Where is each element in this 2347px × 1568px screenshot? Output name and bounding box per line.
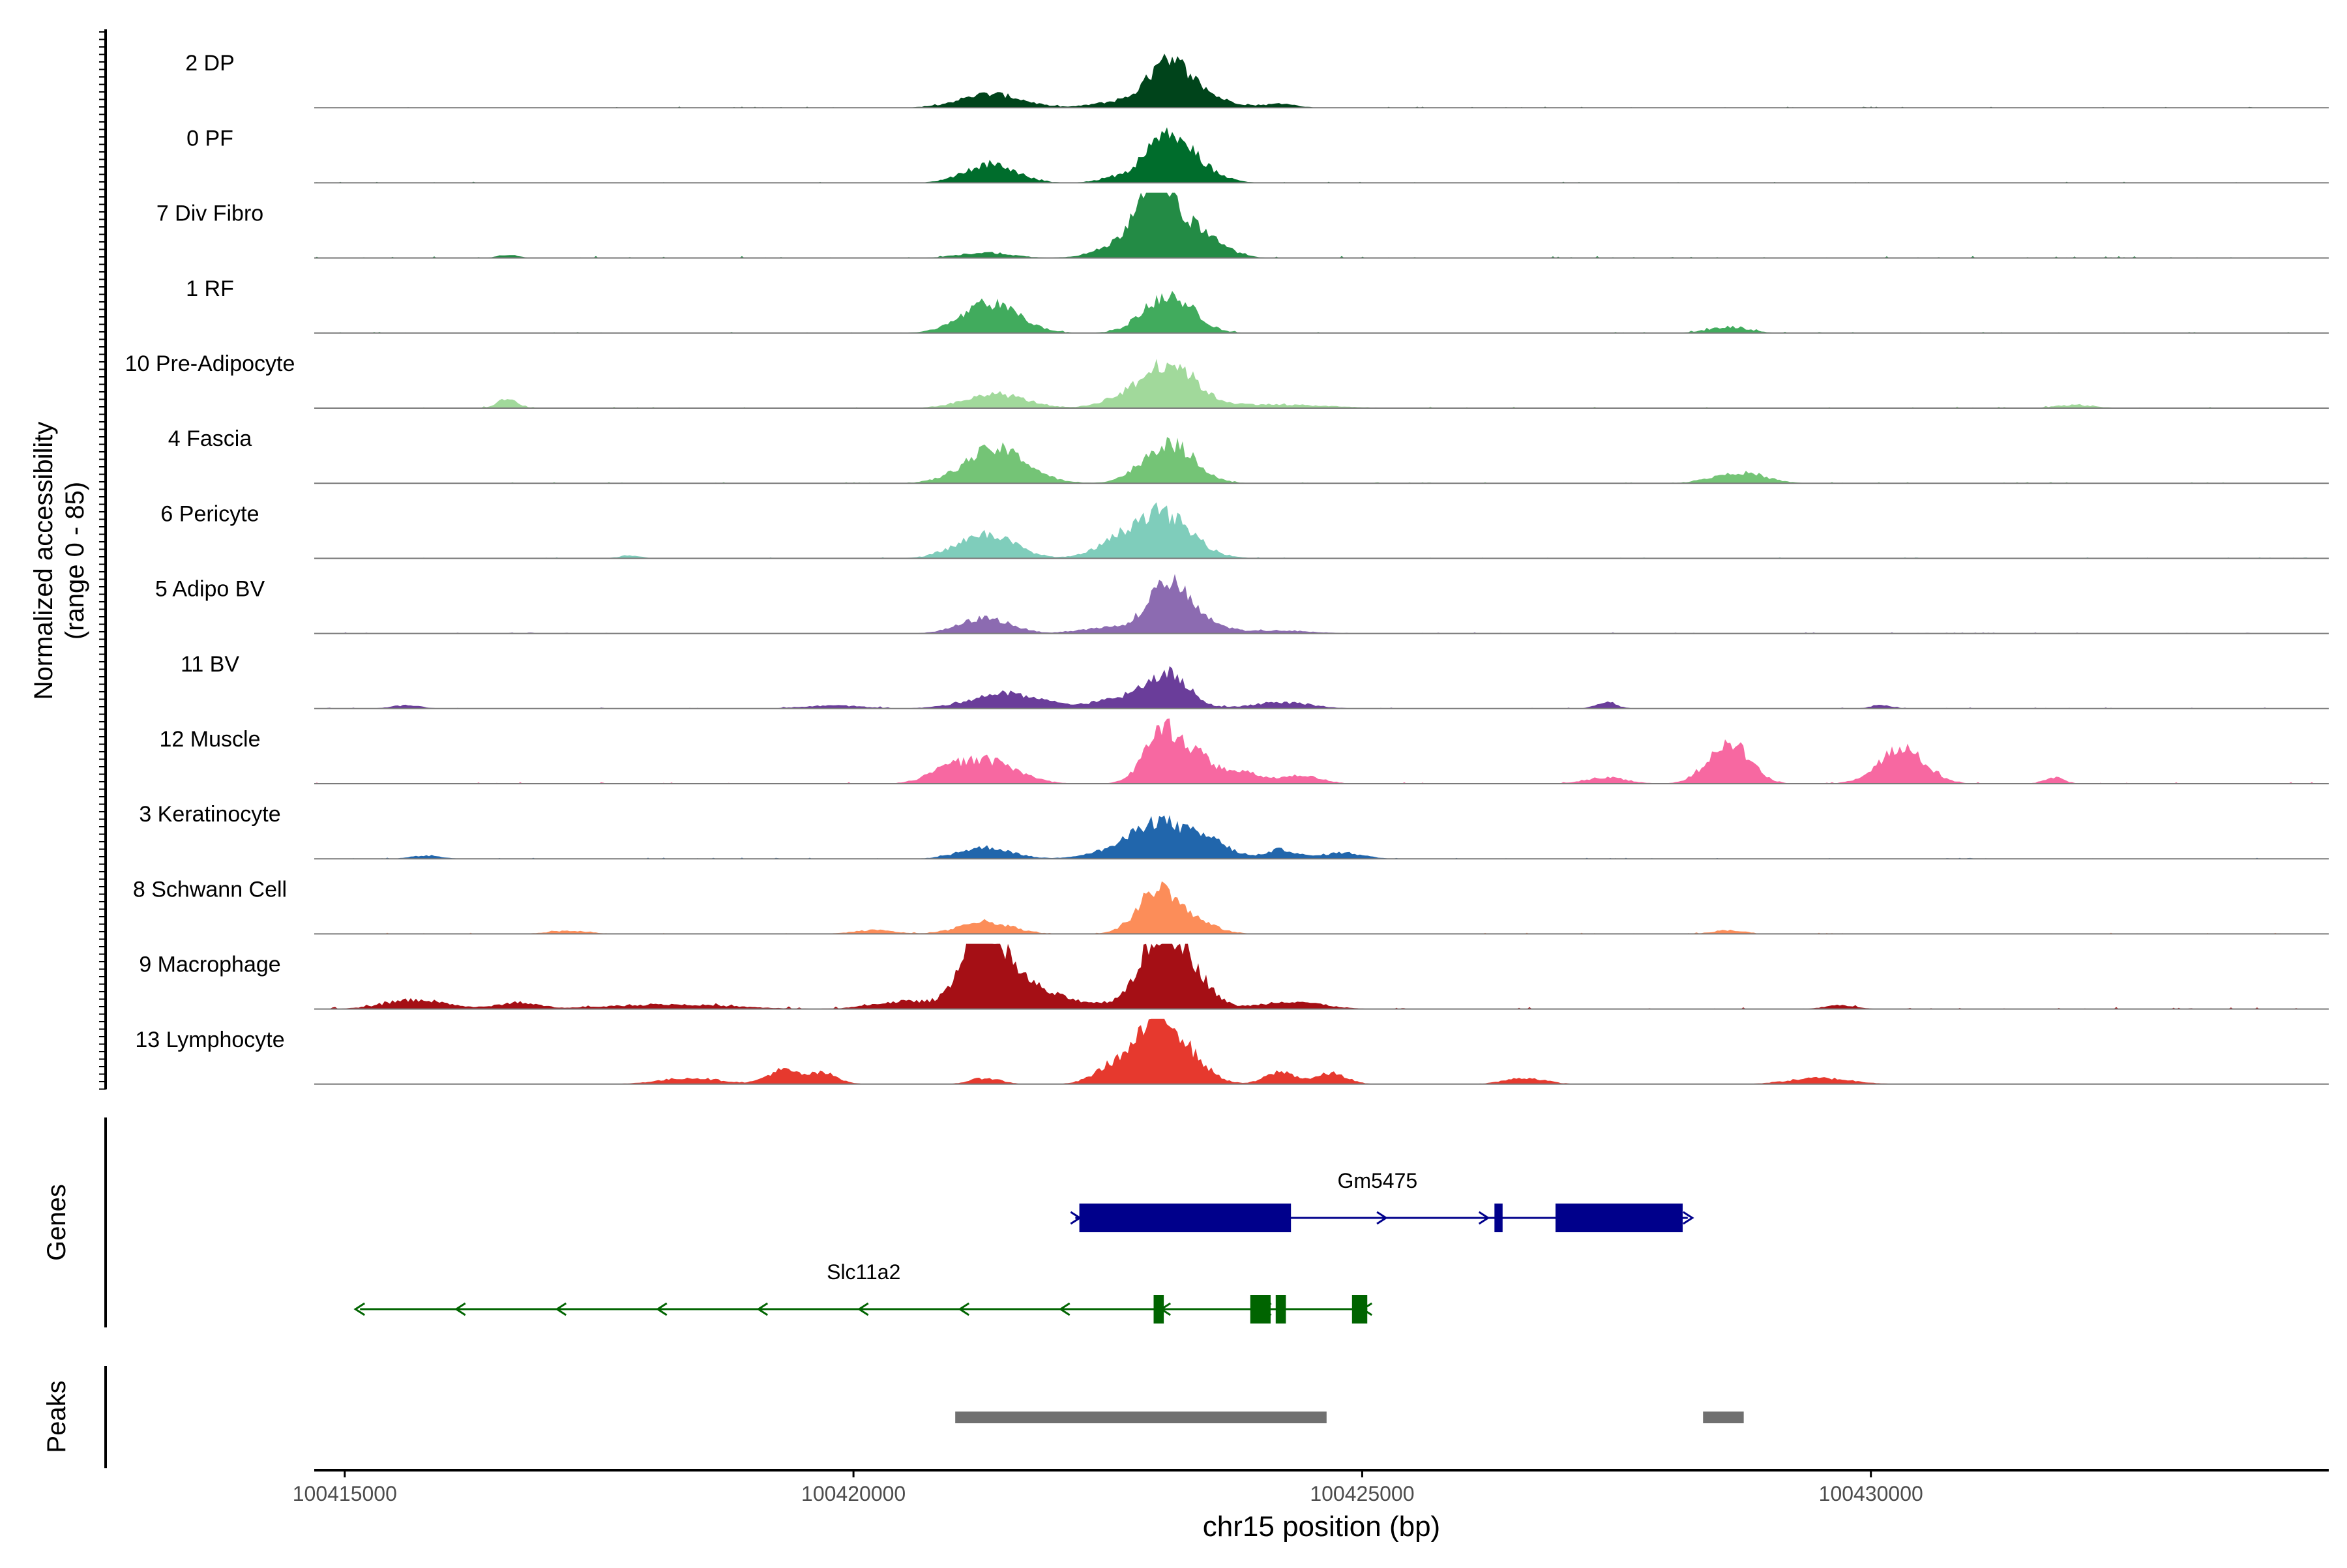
coverage-area <box>314 291 2329 333</box>
strand-arrow <box>353 1302 366 1316</box>
gene-exon <box>1351 1295 1368 1324</box>
coverage-track: 11 BV <box>181 652 2329 709</box>
strand-arrow <box>958 1302 970 1316</box>
strand-arrow <box>756 1302 769 1316</box>
peak-region <box>1703 1412 1744 1423</box>
track-label: 8 Schwann Cell <box>133 877 287 902</box>
coverage-area <box>314 1018 2329 1084</box>
coverage-area <box>314 437 2329 484</box>
strand-arrow <box>1683 1211 1694 1225</box>
track-label: 4 Fascia <box>168 426 252 451</box>
strand-arrow <box>1058 1302 1070 1316</box>
x-tick-label: 100430000 <box>1819 1482 1923 1505</box>
gene-name: Gm5475 <box>1337 1169 1417 1192</box>
gene-name: Slc11a2 <box>827 1260 900 1284</box>
coverage-track: 4 Fascia <box>168 426 2329 484</box>
coverage-area <box>314 192 2329 258</box>
track-label: 12 Muscle <box>160 727 261 752</box>
strand-arrow <box>1376 1211 1388 1225</box>
coverage-track: 0 PF <box>186 126 2329 184</box>
coverage-area <box>314 881 2329 934</box>
strand-arrow <box>655 1302 668 1316</box>
x-axis-title: chr15 position (bp) <box>1203 1511 1440 1543</box>
x-tick-label: 100425000 <box>1310 1482 1414 1505</box>
track-label: 0 PF <box>186 126 233 151</box>
track-label: 3 Keratinocyte <box>139 802 280 827</box>
coverage-area <box>314 718 2329 784</box>
gene-model: Gm5475 <box>1070 1169 1694 1232</box>
coverage-area <box>314 127 2329 183</box>
x-tick-label: 100420000 <box>801 1482 906 1505</box>
gene-exon <box>1555 1204 1683 1232</box>
x-axis: chr15 position (bp) 100415000 100420000 10… <box>293 1469 2329 1543</box>
coverage-track: 12 Muscle <box>160 718 2329 784</box>
coverage-area <box>314 815 2329 859</box>
strand-arrow <box>1478 1211 1490 1225</box>
peaks-panel-label: Peaks <box>42 1380 71 1453</box>
peak-region <box>955 1412 1327 1423</box>
track-label: 13 Lymphocyte <box>135 1028 284 1052</box>
gene-exon <box>1153 1295 1164 1324</box>
genes-panel: Genes Gm5475 Slc11a2 <box>42 1117 1694 1327</box>
track-label: 6 Pericyte <box>160 501 259 526</box>
strand-arrow <box>857 1302 869 1316</box>
coverage-track: 6 Pericyte <box>160 501 2329 559</box>
coverage-track: 2 DP <box>185 51 2329 109</box>
strand-arrow <box>555 1302 567 1316</box>
gene-exon <box>1275 1295 1286 1324</box>
coverage-track: 9 Macrophage <box>139 943 2329 1010</box>
coverage-track: 7 Div Fibro <box>156 192 2329 259</box>
genes-panel-label: Genes <box>42 1184 71 1261</box>
coverage-area <box>314 359 2329 408</box>
coverage-area <box>314 574 2329 634</box>
track-label: 9 Macrophage <box>139 953 280 977</box>
coverage-y-axis <box>99 29 107 1090</box>
coverage-track: 10 Pre-Adipocyte <box>125 351 2329 409</box>
track-label: 10 Pre-Adipocyte <box>125 351 295 376</box>
coverage-track: 8 Schwann Cell <box>133 877 2329 935</box>
gene-exon <box>1079 1204 1292 1232</box>
coverage-area <box>314 502 2329 559</box>
gene-exon <box>1494 1204 1503 1232</box>
y-axis-label: Normalized accessibility <box>29 422 58 700</box>
track-label: 1 RF <box>186 276 234 301</box>
coverage-area <box>314 53 2329 108</box>
coverage-track: 3 Keratinocyte <box>139 802 2329 860</box>
x-tick-label: 100415000 <box>293 1482 397 1505</box>
gene-exon <box>1250 1295 1271 1324</box>
track-label: 5 Adipo BV <box>155 577 265 602</box>
coverage-track: 1 RF <box>186 276 2329 334</box>
track-label: 7 Div Fibro <box>156 201 263 226</box>
y-axis-sublabel: (range 0 - 85) <box>61 482 89 640</box>
strand-arrow <box>454 1302 466 1316</box>
coverage-track: 13 Lymphocyte <box>135 1018 2329 1085</box>
gene-model: Slc11a2 <box>353 1260 1373 1324</box>
coverage-area <box>314 943 2329 1009</box>
track-label: 11 BV <box>181 652 239 677</box>
track-label: 2 DP <box>185 51 235 76</box>
coverage-area <box>314 666 2329 709</box>
peaks-panel: Peaks <box>42 1366 1744 1468</box>
coverage-tracks: 2 DP 0 PF 7 Div Fibro 1 RF 10 Pre-Adipocyte 4… <box>125 51 2329 1085</box>
y-axis-title: Normalized accessibility (range 0 - 85) <box>29 422 89 700</box>
coverage-track: 5 Adipo BV <box>155 574 2329 634</box>
